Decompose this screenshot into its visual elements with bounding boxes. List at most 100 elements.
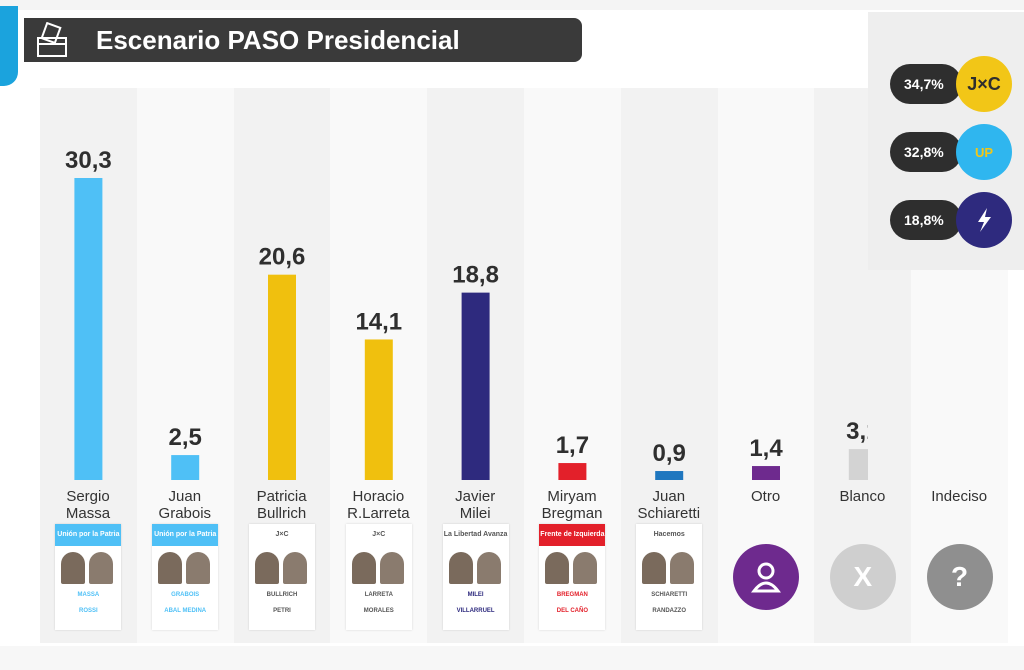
bar (848, 449, 868, 480)
running-mate-face (476, 552, 501, 584)
candidate-photo (55, 546, 121, 584)
bar (558, 463, 587, 480)
candidate-card: Hacemos SCHIARETTI RANDAZZO (636, 524, 703, 630)
category-label-line2: Bullrich (257, 505, 307, 522)
running-mate-face (573, 552, 598, 584)
running-mate-surname: DEL CAÑO (556, 608, 588, 614)
question-icon: ? (926, 544, 993, 610)
value-label: 30,3 (65, 147, 112, 174)
candidate-face (61, 552, 86, 584)
candidate-photo (346, 546, 412, 584)
category-label: Juan Schiaretti (621, 488, 717, 522)
category-label-line1: Indeciso (931, 488, 988, 505)
top-strip (0, 0, 1024, 10)
coalition-share-pill: 18,8% (890, 200, 962, 240)
value-label: 1,7 (556, 432, 589, 459)
running-mate-surname: ABAL MEDINA (164, 608, 207, 614)
bar (655, 471, 684, 480)
person-icon (733, 544, 799, 610)
bar-chart: 30,32,520,614,118,81,70,91,43,16,6 (65, 147, 868, 480)
category-label: Juan Grabois (137, 488, 233, 522)
running-mate-face (186, 552, 211, 584)
coalition-share-pill: 32,8% (890, 132, 962, 172)
candidate-surname: MASSA (77, 592, 100, 598)
category-label-line1: Horacio (352, 488, 405, 505)
coalition-share-pill: 34,7% (890, 64, 962, 104)
card-header: La Libertad Avanza (442, 524, 509, 546)
running-mate-surname: MORALES (363, 608, 394, 614)
category-label-line1: Javier (455, 488, 496, 505)
lla-logo-icon (956, 192, 1012, 248)
category-label: Blanco (814, 488, 910, 505)
candidate-surname: SCHIARETTI (651, 592, 688, 598)
category-label: Sergio Massa (40, 488, 136, 522)
candidate-surname: LARRETA (364, 592, 393, 598)
category-label-line2: R.Larreta (347, 505, 410, 522)
bar (74, 178, 103, 480)
bar (461, 292, 490, 480)
candidate-photo (636, 546, 702, 584)
candidate-card: J×C BULLRICH PETRI (249, 524, 315, 630)
card-header: Frente de Izquierda (539, 524, 606, 546)
bar (752, 466, 780, 480)
category-label-line2: Grabois (158, 505, 212, 522)
category-label: Indeciso (911, 488, 1007, 505)
value-label: 0,9 (653, 440, 686, 467)
category-label-line2: Bregman (541, 505, 603, 522)
running-mate-surname: ROSSI (79, 608, 98, 614)
category-label-line1: Otro (751, 488, 781, 505)
value-label: 2,5 (169, 424, 202, 451)
candidate-photo (249, 546, 315, 584)
page-title: Escenario PASO Presidencial (96, 25, 460, 55)
value-label: 1,4 (749, 435, 783, 462)
candidate-face (642, 552, 667, 584)
value-label: 3,1 (846, 418, 868, 445)
x-icon: X (829, 544, 896, 610)
value-label: 20,6 (259, 244, 306, 271)
card-header: J×C (345, 524, 412, 546)
category-label-line1: Blanco (839, 488, 886, 505)
category-label: Horacio R.Larreta (330, 488, 426, 522)
up-logo-icon: UP (956, 124, 1012, 180)
candidate-surname: MILEI (467, 592, 484, 598)
running-mate-surname: PETRI (273, 608, 291, 614)
card-header: Unión por la Patria (152, 524, 219, 546)
candidate-card: La Libertad Avanza MILEI VILLARRUEL (442, 524, 509, 630)
ballot-box-icon (37, 22, 67, 57)
candidate-photo (152, 546, 218, 584)
title-banner: Escenario PASO Presidencial (24, 18, 582, 62)
running-mate-face (379, 552, 404, 584)
candidate-card: Frente de Izquierda BREGMAN DEL CAÑO (539, 524, 606, 630)
card-header: Hacemos (636, 524, 703, 546)
category-label-line2: Milei (459, 505, 491, 522)
bar (268, 274, 296, 480)
category-label-line2: Schiaretti (637, 505, 701, 522)
candidate-surname: BREGMAN (556, 592, 588, 598)
candidate-face (351, 552, 376, 584)
candidate-surname: GRABOIS (171, 592, 200, 598)
running-mate-face (670, 552, 695, 584)
category-label-line1: Patricia (256, 488, 307, 505)
running-mate-face (89, 552, 114, 584)
candidate-surname: BULLRICH (266, 592, 298, 598)
category-label-line2: Massa (65, 505, 111, 522)
category-label-line1: Sergio (66, 488, 110, 505)
value-label: 14,1 (355, 308, 402, 335)
candidate-card: Unión por la Patria GRABOIS ABAL MEDINA (152, 524, 219, 630)
candidate-face (448, 552, 473, 584)
category-label: Patricia Bullrich (234, 488, 330, 522)
bottom-strip (0, 646, 1024, 670)
candidate-face (255, 552, 279, 584)
candidate-face (545, 552, 570, 584)
candidate-photo (539, 546, 605, 584)
category-label-line1: Miryam (547, 488, 597, 505)
category-label: Miryam Bregman (524, 488, 620, 522)
candidate-card: Unión por la Patria MASSA ROSSI (55, 524, 122, 630)
bar (171, 455, 200, 480)
candidate-card: J×C LARRETA MORALES (345, 524, 412, 630)
running-mate-surname: RANDAZZO (652, 608, 687, 614)
candidate-face (158, 552, 183, 584)
card-header: J×C (249, 524, 315, 546)
jxc-logo-icon: J×C (956, 56, 1012, 112)
running-mate-surname: VILLARRUEL (456, 608, 495, 614)
